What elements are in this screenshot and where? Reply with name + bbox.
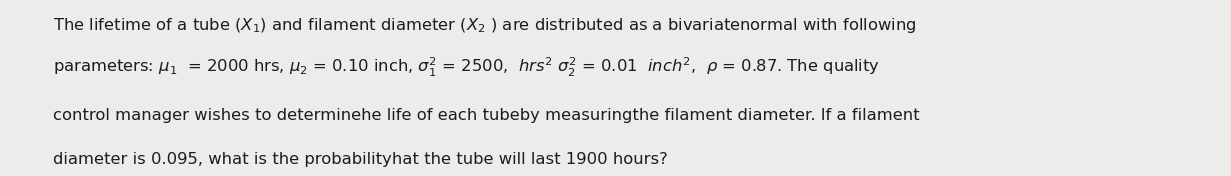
Text: control manager wishes to determinehe life of each tubeby measuringthe filament : control manager wishes to determinehe li…: [53, 108, 920, 123]
Text: diameter is 0.095, what is the probabilityhat the tube will last 1900 hours?: diameter is 0.095, what is the probabili…: [53, 152, 667, 167]
Text: parameters: $\mu_1$  = 2000 hrs, $\mu_2$ = 0.10 inch, $\sigma_1^2$ = 2500,  $hrs: parameters: $\mu_1$ = 2000 hrs, $\mu_2$ …: [53, 56, 880, 79]
Text: The lifetime of a tube ($X_1$) and filament diameter ($X_2$ ) are distributed as: The lifetime of a tube ($X_1$) and filam…: [53, 16, 916, 35]
